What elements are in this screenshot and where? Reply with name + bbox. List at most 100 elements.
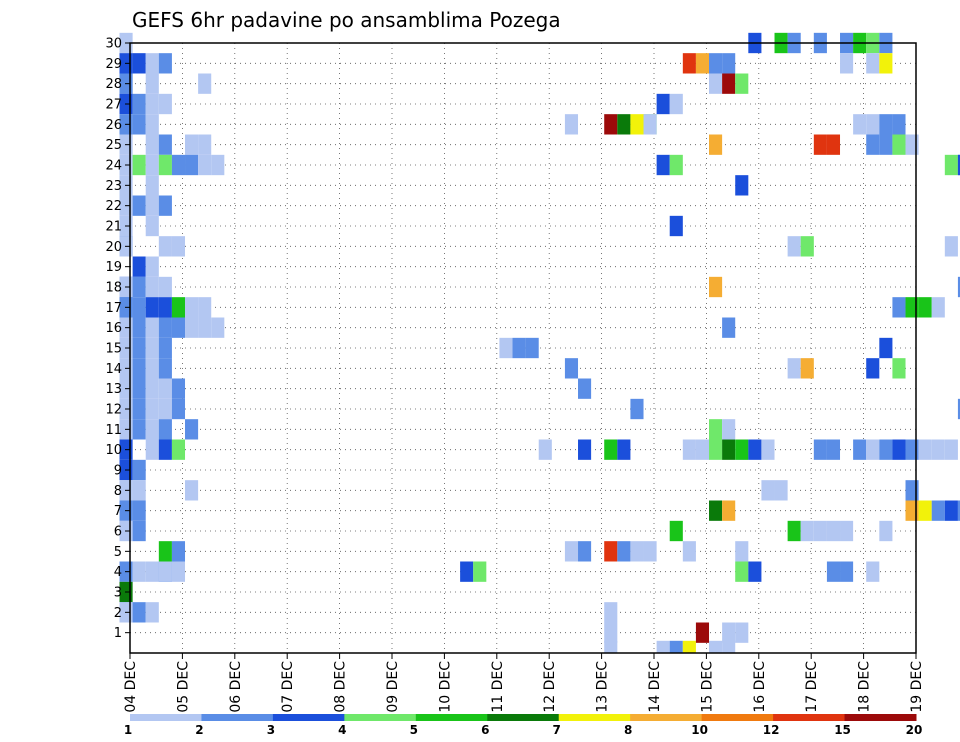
heatmap-cell <box>682 541 696 562</box>
y-tick-label: 28 <box>105 77 122 92</box>
heatmap-cell <box>198 297 212 318</box>
y-tick-label: 17 <box>105 301 122 316</box>
heatmap-cell <box>171 154 186 176</box>
x-tick-label: 05 DEC <box>175 661 191 713</box>
heatmap-cell <box>158 134 172 155</box>
x-tick-label: 12 DEC <box>542 661 558 713</box>
heatmap-cell <box>185 297 199 318</box>
y-tick-label: 20 <box>105 240 122 255</box>
x-tick-label: 04 DEC <box>123 661 139 713</box>
x-tick-label: 17 DEC <box>804 661 820 713</box>
heatmap-cell <box>774 480 788 501</box>
heatmap-cell <box>735 622 749 643</box>
heatmap-cell <box>198 73 212 94</box>
colorbar-segment <box>630 714 703 721</box>
colorbar-segment <box>415 714 488 721</box>
heatmap-cell <box>132 195 146 216</box>
heatmap-cell <box>564 358 579 379</box>
heatmap-cell <box>866 561 880 582</box>
x-tick-label: 19 DEC <box>909 661 925 713</box>
heatmap-cell <box>735 541 749 562</box>
heatmap-cell <box>853 439 867 460</box>
heatmap-cell <box>892 134 906 155</box>
heatmap-cell <box>931 297 945 318</box>
heatmap-cell <box>709 640 723 653</box>
heatmap-cell <box>132 317 146 338</box>
heatmap-cell <box>158 317 172 338</box>
heatmap-cell <box>617 541 631 562</box>
y-tick-label: 23 <box>105 179 122 194</box>
heatmap-cell <box>630 114 644 135</box>
heatmap-cell <box>211 317 225 338</box>
x-tick-label: 15 DEC <box>699 661 715 713</box>
y-tick-label: 18 <box>105 281 122 296</box>
heatmap-cell <box>132 53 146 74</box>
heatmap-cell <box>722 439 736 460</box>
colorbar-label: 10 <box>691 723 708 737</box>
heatmap-cell <box>709 134 723 155</box>
heatmap-cell <box>761 480 775 501</box>
heatmap-cell <box>840 520 854 542</box>
heatmap-cell <box>669 93 683 115</box>
y-tick-label: 7 <box>114 504 122 519</box>
heatmap-cell <box>185 154 199 176</box>
heatmap-cell <box>656 154 670 176</box>
heatmap-cell <box>132 398 146 420</box>
x-tick-label: 10 DEC <box>437 661 453 713</box>
y-tick-label: 30 <box>105 37 122 52</box>
heatmap-cell <box>171 398 186 420</box>
heatmap-cell <box>643 541 657 562</box>
heatmap-cell <box>866 439 880 460</box>
x-tick-label: 07 DEC <box>280 661 296 713</box>
colorbar-label: 8 <box>624 723 632 737</box>
heatmap-cell <box>604 541 618 562</box>
heatmap-cell <box>499 337 513 359</box>
heatmap-cell <box>722 500 736 521</box>
heatmap-cell <box>132 561 146 582</box>
heatmap-cell <box>145 73 159 94</box>
heatmap-cell <box>171 236 186 257</box>
heatmap-cell <box>132 378 146 399</box>
heatmap-cell <box>132 93 146 115</box>
heatmap-cell <box>656 93 670 115</box>
heatmap-cell <box>171 561 186 582</box>
y-tick-label: 12 <box>105 403 122 418</box>
heatmap-cell <box>682 640 696 653</box>
y-tick-label: 10 <box>105 443 122 458</box>
heatmap-cell <box>158 561 172 582</box>
x-tick-label: 11 DEC <box>490 661 506 713</box>
heatmap-cell <box>617 439 631 460</box>
heatmap-cell <box>682 439 696 460</box>
heatmap-cell <box>145 53 159 74</box>
heatmap-cell <box>145 419 159 440</box>
heatmap-cell <box>787 520 801 542</box>
heatmap-cell <box>892 114 906 135</box>
heatmap-cell <box>132 114 146 135</box>
heatmap-cell <box>145 134 159 155</box>
heatmap-cell <box>800 358 814 379</box>
heatmap-cell <box>211 154 225 176</box>
heatmap-cell <box>158 337 172 359</box>
colorbar-label: 4 <box>338 723 346 737</box>
chart-title: GEFS 6hr padavine po ansamblima Pozega <box>132 8 561 32</box>
heatmap-cell <box>709 419 723 440</box>
heatmap-cell <box>145 378 159 399</box>
heatmap-cell <box>630 398 644 420</box>
colorbar-segment <box>130 714 202 721</box>
heatmap-cell <box>578 439 592 460</box>
heatmap-cell <box>198 134 212 155</box>
heatmap-cell <box>460 561 474 582</box>
colorbar-label: 12 <box>763 723 780 737</box>
heatmap-cell <box>735 73 749 94</box>
heatmap-cell <box>145 93 159 115</box>
heatmap-cell <box>722 73 736 94</box>
heatmap-cell <box>866 358 880 379</box>
heatmap-cell <box>630 541 644 562</box>
heatmap-cell <box>198 317 212 338</box>
heatmap-cell <box>525 337 539 359</box>
heatmap-cell <box>132 276 146 298</box>
heatmap-cell <box>879 114 893 135</box>
heatmap-cell <box>813 520 827 542</box>
x-tick-label: 08 DEC <box>333 661 349 713</box>
heatmap-cell <box>826 134 841 155</box>
